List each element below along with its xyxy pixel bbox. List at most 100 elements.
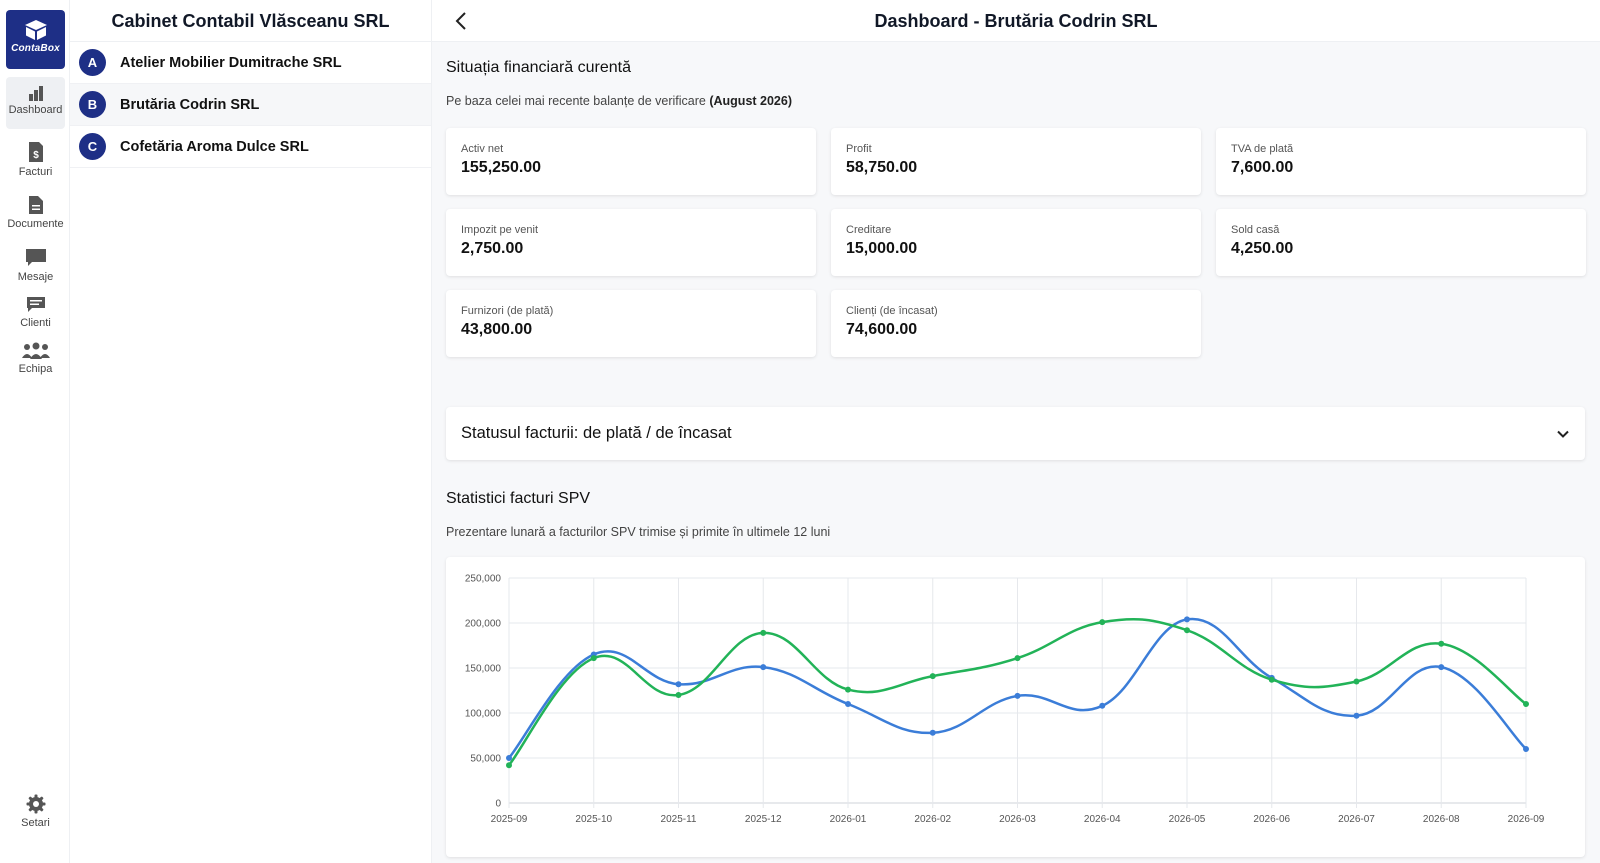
client-item-b[interactable]: B Brutăria Codrin SRL — [70, 84, 431, 126]
chevron-left-icon — [455, 12, 466, 30]
data-point[interactable] — [1353, 678, 1360, 685]
card-impozit: Impozit pe venit 2,750.00 — [446, 209, 816, 276]
data-point[interactable] — [1268, 676, 1275, 683]
financial-period: (August 2026) — [709, 94, 792, 108]
card-label: Creditare — [846, 224, 892, 236]
data-point[interactable] — [845, 686, 851, 693]
nav-setari[interactable]: Setari — [6, 786, 65, 832]
x-tick-label: 2025-10 — [575, 814, 612, 825]
page-title: Dashboard - Brutăria Codrin SRL — [874, 11, 1158, 31]
client-avatar: C — [79, 133, 106, 160]
data-point[interactable] — [1438, 664, 1445, 671]
data-point[interactable] — [845, 701, 851, 707]
nav-echipa-label: Echipa — [18, 363, 53, 375]
nav-mesaje-label: Mesaje — [17, 271, 54, 283]
data-point[interactable] — [929, 729, 936, 736]
client-avatar: A — [79, 49, 106, 76]
card-label: Clienți (de încasat) — [846, 305, 938, 317]
financial-section-title: Situația financiară curentă — [446, 59, 631, 76]
logo[interactable]: ContaBox — [6, 10, 65, 69]
card-value: 7,600.00 — [1231, 159, 1294, 176]
data-point[interactable] — [1184, 616, 1190, 623]
x-tick-label: 2026-09 — [1508, 814, 1545, 825]
x-tick-label: 2026-05 — [1169, 814, 1206, 825]
data-point[interactable] — [929, 673, 936, 680]
client-name: Brutăria Codrin SRL — [120, 96, 260, 113]
nav-dashboard[interactable]: Dashboard — [6, 77, 65, 129]
data-point[interactable] — [1014, 655, 1021, 662]
top-bar: Dashboard - Brutăria Codrin SRL — [432, 0, 1600, 42]
spv-section-title: Statistici facturi SPV — [446, 490, 591, 507]
chevron-down-icon — [1557, 430, 1569, 438]
message-icon — [25, 249, 46, 266]
card-clienti: Clienți (de încasat) 74,600.00 — [831, 290, 1201, 357]
x-tick-label: 2026-01 — [830, 814, 867, 825]
data-point[interactable] — [1523, 746, 1529, 752]
client-name: Atelier Mobilier Dumitrache SRL — [120, 54, 342, 71]
nav-documente[interactable]: Documente — [6, 187, 65, 237]
x-tick-label: 2025-11 — [661, 814, 697, 825]
nav-documente-label: Documente — [7, 218, 64, 230]
card-label: Impozit pe venit — [461, 224, 539, 236]
x-tick-label: 2026-06 — [1253, 814, 1290, 825]
nav-mesaje[interactable]: Mesaje — [6, 240, 65, 286]
invoice-status-accordion[interactable]: Statusul facturii: de plată / de încasat — [446, 407, 1585, 460]
data-point[interactable] — [1523, 701, 1529, 707]
card-profit: Profit 58,750.00 — [831, 128, 1201, 195]
data-point[interactable] — [1184, 627, 1190, 634]
data-point[interactable] — [1099, 619, 1106, 626]
invoice-icon: $ — [28, 142, 43, 162]
team-icon — [21, 342, 50, 359]
x-tick-label: 2025-12 — [745, 814, 782, 825]
document-icon — [28, 196, 43, 214]
card-sold-casa: Sold casă 4,250.00 — [1216, 209, 1586, 276]
gear-icon — [26, 794, 45, 814]
nav-clienti[interactable]: Clienti — [6, 288, 65, 332]
card-creditare: Creditare 15,000.00 — [831, 209, 1201, 276]
x-tick-label: 2026-08 — [1423, 814, 1460, 825]
firm-title: Cabinet Contabil Vlăsceanu SRL — [70, 0, 431, 42]
financial-cards: Activ net 155,250.00 Profit 58,750.00 TVA … — [446, 128, 1586, 357]
card-value: 58,750.00 — [846, 159, 918, 176]
chat-clients-icon — [26, 297, 45, 312]
nav-facturi[interactable]: $ Facturi — [6, 133, 65, 183]
nav-setari-label: Setari — [21, 817, 50, 829]
client-item-a[interactable]: A Atelier Mobilier Dumitrache SRL — [70, 42, 431, 84]
data-point[interactable] — [506, 755, 512, 761]
nav-clienti-label: Clienti — [20, 317, 51, 329]
card-furnizori: Furnizori (de plată) 43,800.00 — [446, 290, 816, 357]
card-value: 43,800.00 — [461, 321, 533, 338]
y-tick-label: 250,000 — [465, 574, 502, 585]
x-tick-label: 2026-03 — [999, 814, 1036, 825]
card-value: 74,600.00 — [846, 321, 918, 338]
financial-subtitle-text: Pe baza celei mai recente balanțe de ver… — [446, 94, 710, 108]
data-point[interactable] — [506, 762, 512, 769]
x-tick-label: 2026-02 — [914, 814, 951, 825]
card-activ-net: Activ net 155,250.00 — [446, 128, 816, 195]
box-icon — [24, 20, 47, 40]
y-tick-label: 200,000 — [465, 619, 502, 630]
data-point[interactable] — [1099, 702, 1106, 709]
data-point[interactable] — [675, 692, 682, 698]
svg-text:$: $ — [33, 150, 39, 161]
data-point[interactable] — [590, 655, 597, 662]
data-point[interactable] — [1438, 640, 1445, 647]
nav-echipa[interactable]: Echipa — [6, 334, 65, 378]
spv-subtitle: Prezentare lunară a facturilor SPV trimi… — [446, 525, 831, 539]
logo-text: ContaBox — [11, 43, 60, 54]
x-tick-label: 2026-07 — [1338, 814, 1375, 825]
data-point[interactable] — [675, 681, 682, 688]
data-point[interactable] — [760, 664, 767, 671]
card-value: 2,750.00 — [461, 240, 524, 257]
card-tva: TVA de plată 7,600.00 — [1216, 128, 1586, 195]
client-item-c[interactable]: C Cofetăria Aroma Dulce SRL — [70, 126, 431, 168]
back-button[interactable] — [452, 11, 472, 31]
main-content: Dashboard - Brutăria Codrin SRL Situația… — [432, 0, 1600, 863]
data-point[interactable] — [1014, 692, 1021, 699]
y-tick-label: 50,000 — [470, 754, 501, 765]
data-point[interactable] — [1353, 712, 1360, 719]
chart-bars-icon — [28, 86, 43, 101]
client-avatar: B — [79, 91, 106, 118]
data-point[interactable] — [760, 629, 767, 636]
